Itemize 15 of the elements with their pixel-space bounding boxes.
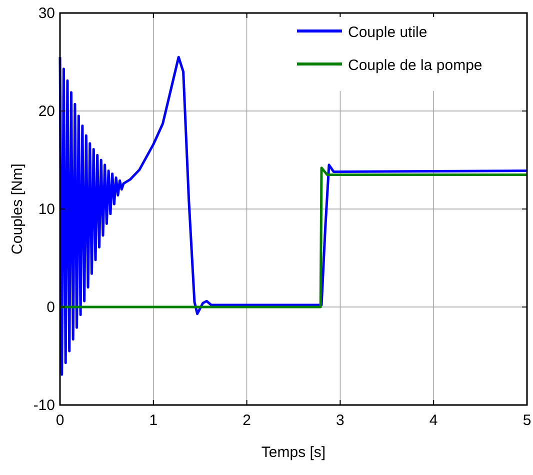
legend-label: Couple de la pompe [348,57,482,74]
y-tick-label: -10 [33,397,55,414]
y-axis-title: Couples [Nm] [9,164,26,254]
x-tick-label: 2 [242,412,251,429]
x-tick-label: 1 [149,412,158,429]
line-series [58,56,528,376]
y-tick-label: 30 [38,5,55,22]
x-tick-label: 4 [429,412,438,429]
y-tick-label: 20 [38,103,55,120]
x-tick-label: 5 [522,412,532,429]
x-axis-title: Temps [s] [261,444,326,461]
legend-label: Couple utile [348,24,428,41]
y-tick-label: 10 [38,201,55,218]
y-tick-label: 0 [46,299,55,316]
x-tick-label: 3 [336,412,344,429]
